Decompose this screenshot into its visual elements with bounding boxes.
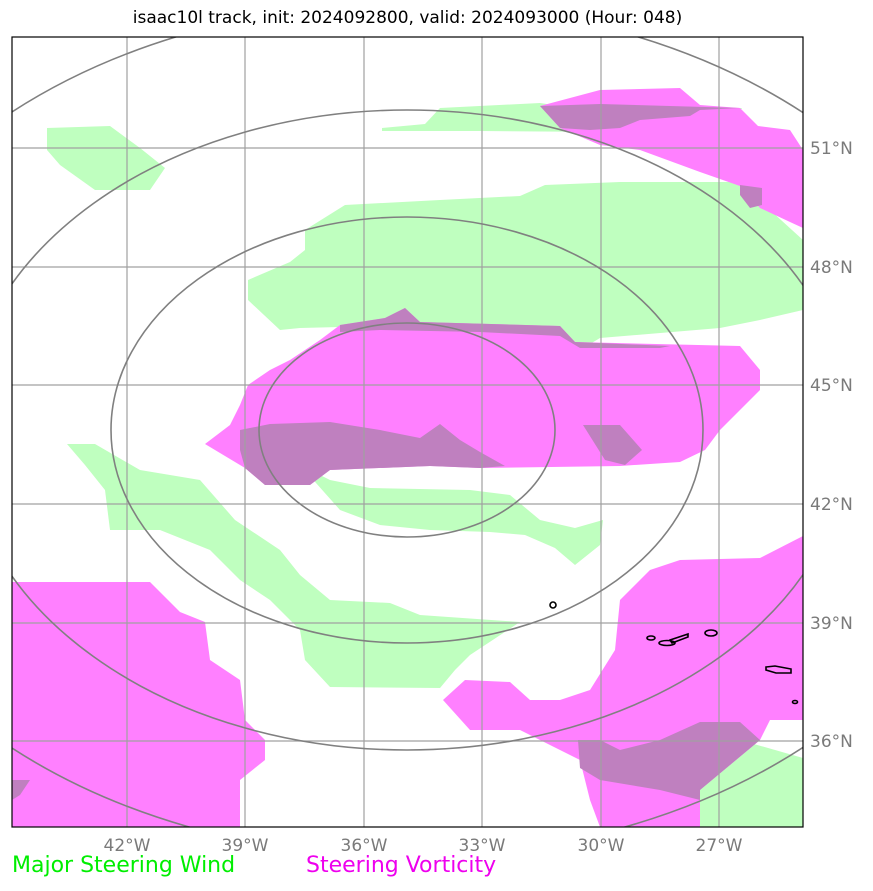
island-4: [668, 632, 689, 644]
island-3: [658, 639, 676, 647]
lat-tick-label: 39°N: [810, 614, 853, 634]
wind-region-diagonal: [67, 444, 520, 688]
legend-steering-vorticity: Steering Vorticity: [306, 853, 497, 878]
lon-tick-label: 30°W: [578, 836, 625, 856]
lat-tick-label: 45°N: [810, 376, 853, 396]
coastlines: [549, 601, 799, 705]
overlap-central-band: [240, 422, 505, 485]
range-ring-middle: [110, 216, 704, 644]
wind-region-central: [248, 182, 803, 350]
island-7: [791, 699, 799, 705]
overlap-west-edge: [12, 780, 30, 800]
lon-tick-label: 27°W: [696, 836, 743, 856]
graticule: [12, 37, 803, 827]
lon-tick-label: 42°W: [104, 836, 151, 856]
overlap-north: [540, 104, 740, 130]
lat-tick-labels: 51°N 48°N 45°N 42°N 39°N 36°N: [810, 139, 853, 752]
range-ring-inner: [258, 322, 556, 538]
island-5: [704, 629, 718, 637]
island-6: [765, 665, 792, 674]
map-title: isaac10l track, init: 2024092800, valid:…: [132, 8, 683, 28]
overlap-central-east: [583, 425, 642, 465]
legend-major-steering-wind: Major Steering Wind: [12, 853, 236, 878]
lat-tick-label: 42°N: [810, 495, 853, 515]
vorticity-region-west: [12, 582, 265, 827]
overlap-central-top: [340, 308, 670, 348]
lat-tick-label: 48°N: [810, 258, 853, 278]
range-ring-outer: [12, 109, 803, 751]
island-2: [646, 635, 656, 641]
lat-tick-label: 51°N: [810, 139, 853, 159]
lon-tick-label: 39°W: [222, 836, 269, 856]
lon-tick-label: 36°W: [341, 836, 388, 856]
lon-tick-label: 33°W: [459, 836, 506, 856]
wind-region-south-central: [300, 465, 603, 565]
island-1: [549, 601, 557, 609]
plot-frame: [11, 36, 804, 828]
lon-tick-labels: 42°W 39°W 36°W 33°W 30°W 27°W: [104, 836, 743, 856]
lat-tick-label: 36°N: [810, 732, 853, 752]
overlap-ne-strip: [740, 185, 762, 208]
range-rings: [12, 37, 803, 827]
wind-region-nw: [47, 126, 165, 190]
